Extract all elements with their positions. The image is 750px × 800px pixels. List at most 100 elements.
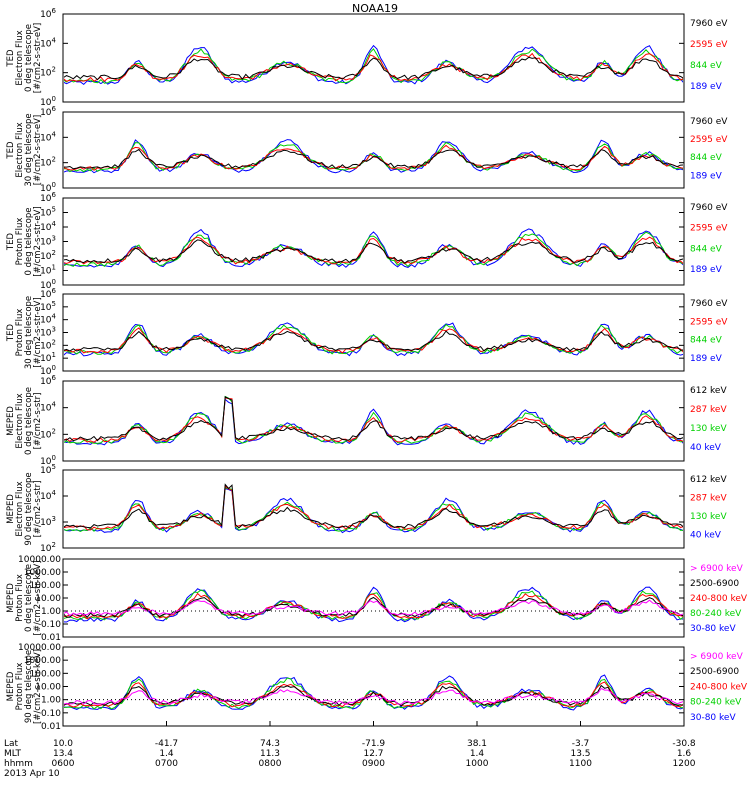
y-tick-label: 1000.00 xyxy=(24,656,61,666)
legend-entry: > 6900 keV xyxy=(690,652,744,662)
panel-frame xyxy=(62,111,685,189)
x-row-label: hhmm xyxy=(4,759,33,769)
x-tick-label-mlt: 13.5 xyxy=(570,749,590,759)
y-tick-label: 10.00 xyxy=(35,594,61,604)
legend-entry: 2595 eV xyxy=(690,135,728,145)
series-trace-green xyxy=(64,231,683,267)
series-trace-black xyxy=(64,483,683,529)
x-tick-label-hhmm: 1100 xyxy=(569,759,592,769)
y-axis-label: 0 deg telescope xyxy=(24,564,34,632)
y-tick-label: 100.00 xyxy=(30,581,62,591)
x-tick-label-hhmm: 1200 xyxy=(673,759,696,769)
series-trace-green xyxy=(64,48,683,84)
panel-7: 0.01 0.10 1.00 10.00 100.00 1000.00 10000.00 ME… xyxy=(6,555,748,643)
legend-entry: 2595 eV xyxy=(690,317,728,327)
y-tick-label: 106 xyxy=(40,7,56,20)
legend-entry: 7960 eV xyxy=(690,117,728,127)
data-traces xyxy=(64,586,683,623)
series-trace-green xyxy=(64,395,683,444)
y-axis-label: 0 deg telescope xyxy=(24,208,34,276)
legend-entry: 844 eV xyxy=(690,61,723,71)
series-trace-green xyxy=(64,487,683,532)
x-tick-label-hhmm: 0900 xyxy=(362,759,385,769)
x-tick-label-hhmm: 0600 xyxy=(52,759,75,769)
y-tick-label: 100.00 xyxy=(30,669,62,679)
y-axis-label: MEPED xyxy=(6,583,16,613)
legend-entry: 287 keV xyxy=(690,494,727,504)
y-axis-label: Electron Flux xyxy=(15,481,25,536)
y-axis-label: [#/cm2-s-str-keV] xyxy=(33,561,43,636)
series-trace-black xyxy=(64,395,683,442)
y-axis-label: TED xyxy=(6,49,16,68)
x-tick-label-mlt: 1.6 xyxy=(677,749,692,759)
y-tick-label: 1.00 xyxy=(41,607,61,617)
series-trace-blue xyxy=(64,322,683,357)
y-axis-label: 30 deg telescope xyxy=(24,296,34,369)
panel-frame xyxy=(62,293,685,372)
series-trace-black xyxy=(64,56,683,81)
data-traces xyxy=(64,395,683,446)
y-axis-label: Proton Flux xyxy=(15,218,25,266)
y-axis-label: [#/cm2-s-str-eV] xyxy=(33,206,43,276)
y-axis-label: [#/cm2-s-str] xyxy=(33,481,43,538)
legend-entry: 240-800 keV xyxy=(690,682,748,692)
legend-entry: 189 eV xyxy=(690,265,723,275)
y-tick-label: 0.01 xyxy=(41,722,61,732)
legend-entry: 189 eV xyxy=(690,82,723,92)
panel-frame xyxy=(62,380,685,462)
series-trace-blue xyxy=(64,586,683,623)
y-tick-label: 10000.00 xyxy=(18,643,61,653)
x-tick-label-lat: -41.7 xyxy=(155,739,178,749)
y-axis-label: Proton Flux xyxy=(15,309,25,357)
legend-entry: 40 keV xyxy=(690,443,722,453)
y-axis-label: [#/cm2-s-str] xyxy=(33,393,43,450)
x-tick-label-lat: 10.0 xyxy=(53,739,73,749)
y-axis-label: 0 deg telescope xyxy=(24,24,34,92)
series-trace-black xyxy=(64,684,683,707)
x-tick-label-lat: -71.9 xyxy=(362,739,386,749)
series-trace-red xyxy=(64,52,683,83)
x-tick-label-hhmm: 1000 xyxy=(466,759,489,769)
legend-entry: > 6900 keV xyxy=(690,564,744,574)
series-trace-red xyxy=(64,327,683,354)
y-tick-label: 10000.00 xyxy=(18,555,61,565)
y-axis-label: Proton Flux xyxy=(15,663,25,711)
data-traces xyxy=(64,228,683,268)
legend-entry: 7960 eV xyxy=(690,203,728,213)
x-tick-label-mlt: 1.4 xyxy=(159,749,174,759)
legend-entry: 189 eV xyxy=(690,354,723,364)
series-trace-magenta xyxy=(64,687,683,705)
legend-entry: 844 eV xyxy=(690,153,723,163)
series-trace-blue xyxy=(64,487,683,534)
legend-entry: 130 keV xyxy=(690,424,727,434)
y-axis-label: [#/cm2-s-str-eV] xyxy=(33,297,43,367)
y-axis-label: TED xyxy=(6,323,16,342)
x-tick-label-mlt: 13.4 xyxy=(53,749,73,759)
legend-entry: 2595 eV xyxy=(690,40,728,50)
legend-entry: 2595 eV xyxy=(690,224,728,234)
y-axis-label: MEPED xyxy=(6,494,16,524)
legend-entry: 80-240 keV xyxy=(690,698,742,708)
y-axis-label: Electron Flux xyxy=(15,393,25,448)
x-tick-label-lat: 74.3 xyxy=(260,739,280,749)
series-trace-black xyxy=(64,148,683,170)
legend-entry: 80-240 keV xyxy=(690,609,742,619)
x-row-label: Lat xyxy=(4,739,19,749)
y-axis-label: [#/cm2-s-str-keV] xyxy=(33,649,43,724)
legend-entry: 40 keV xyxy=(690,531,722,541)
series-trace-red xyxy=(64,484,683,531)
y-tick-label: 0.10 xyxy=(41,620,61,630)
y-axis-label: Proton Flux xyxy=(15,574,25,622)
y-tick-label: 0.10 xyxy=(41,709,61,719)
y-axis-label: TED xyxy=(6,141,16,160)
legend-entry: 30-80 keV xyxy=(690,624,736,634)
data-traces xyxy=(64,139,683,174)
y-axis-label: [#/cm2-s-str-eV] xyxy=(33,23,43,93)
series-trace-black xyxy=(64,239,683,264)
panel-frame xyxy=(62,197,685,286)
y-axis-label: 90 deg telescope xyxy=(24,472,34,545)
